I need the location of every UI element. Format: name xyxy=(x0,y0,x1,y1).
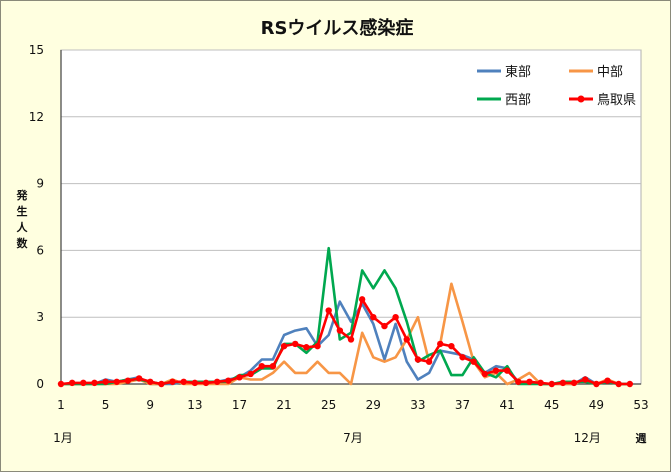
data-point xyxy=(537,379,544,387)
data-point xyxy=(626,380,634,388)
y-tick-label: 0 xyxy=(36,377,44,391)
data-point xyxy=(414,356,422,363)
y-tick-label: 3 xyxy=(36,310,44,324)
series-line-4 xyxy=(60,298,630,386)
x-tick-labels: 1 5 9 13 17 21 25 29 33 37 41 45 49 53 xyxy=(57,398,648,412)
x-tick-label: 21 xyxy=(276,398,291,412)
legend-label: 鳥取県 xyxy=(597,93,636,108)
month-label: 1月 xyxy=(53,431,73,445)
data-point xyxy=(381,322,388,330)
data-point xyxy=(80,379,87,387)
data-point xyxy=(102,378,109,385)
y-tick-label: 12 xyxy=(29,110,44,124)
data-point xyxy=(593,380,600,388)
x-tick-label: 29 xyxy=(366,398,381,412)
data-point xyxy=(91,379,98,387)
data-point xyxy=(336,327,344,334)
x-tick-label: 1 xyxy=(57,398,65,412)
legend-label: 東部 xyxy=(505,64,531,80)
data-point xyxy=(470,358,477,365)
data-point xyxy=(548,380,555,388)
data-point xyxy=(158,380,165,388)
data-point xyxy=(124,377,132,384)
data-point xyxy=(213,378,221,385)
y-tick-label: 9 xyxy=(36,177,44,191)
legend-marker xyxy=(577,95,585,103)
data-point xyxy=(68,379,76,387)
data-point xyxy=(292,340,299,348)
data-point xyxy=(403,336,410,343)
data-point xyxy=(258,362,265,370)
x-tick-label: 5 xyxy=(102,398,110,412)
x-tick-label: 41 xyxy=(500,398,515,412)
data-point xyxy=(425,358,433,365)
x-tick-label: 45 xyxy=(544,398,559,412)
data-point xyxy=(180,378,187,385)
legend-label: 中部 xyxy=(597,65,623,80)
x-axis-label: 週 xyxy=(636,431,647,445)
x-tick-label: 9 xyxy=(146,398,154,412)
data-point xyxy=(503,367,511,374)
data-point xyxy=(303,344,310,351)
chart-title: RSウイルス感染症 xyxy=(261,17,414,39)
data-point xyxy=(113,378,120,385)
x-tick-label: 13 xyxy=(187,398,202,412)
x-tick-label: 25 xyxy=(321,398,336,412)
y-tick-label: 15 xyxy=(29,43,44,57)
data-point xyxy=(582,376,589,383)
data-point xyxy=(347,336,355,343)
series-lines xyxy=(57,246,634,388)
data-point xyxy=(459,354,466,361)
x-tick-label: 53 xyxy=(633,398,648,412)
data-point xyxy=(169,378,176,385)
data-point xyxy=(225,377,232,384)
data-point xyxy=(481,370,489,378)
x-tick-label: 49 xyxy=(589,398,604,412)
x-tick-label: 17 xyxy=(232,398,247,412)
data-point xyxy=(147,378,154,385)
x-tick-label: 37 xyxy=(455,398,470,412)
data-point xyxy=(358,296,366,303)
data-point xyxy=(191,379,199,387)
month-label: 12月 xyxy=(574,431,601,445)
data-point xyxy=(280,342,288,350)
month-labels: 1月 7月 12月 xyxy=(53,431,601,445)
data-point xyxy=(392,314,399,321)
y-tick-labels: 0 3 6 9 12 15 xyxy=(29,43,44,391)
data-point xyxy=(202,379,210,387)
legend-label: 西部 xyxy=(505,93,531,108)
data-point xyxy=(515,378,522,385)
data-point xyxy=(559,379,567,387)
data-point xyxy=(135,375,143,382)
y-axis-label: 発生人数 xyxy=(16,188,29,250)
data-point xyxy=(236,374,243,381)
data-point xyxy=(325,307,332,314)
data-point xyxy=(269,362,277,370)
data-point xyxy=(615,380,622,388)
data-point xyxy=(57,380,65,388)
data-point xyxy=(526,378,533,385)
data-point xyxy=(370,314,377,321)
data-point xyxy=(247,370,254,378)
x-tick-label: 33 xyxy=(410,398,425,412)
data-point xyxy=(492,367,500,374)
y-tick-label: 6 xyxy=(36,243,44,257)
month-label: 7月 xyxy=(343,431,363,445)
data-point xyxy=(604,377,611,384)
data-point xyxy=(570,379,578,387)
data-point xyxy=(314,342,321,350)
gridlines xyxy=(61,49,641,318)
data-point xyxy=(437,340,444,348)
data-point xyxy=(448,342,455,350)
